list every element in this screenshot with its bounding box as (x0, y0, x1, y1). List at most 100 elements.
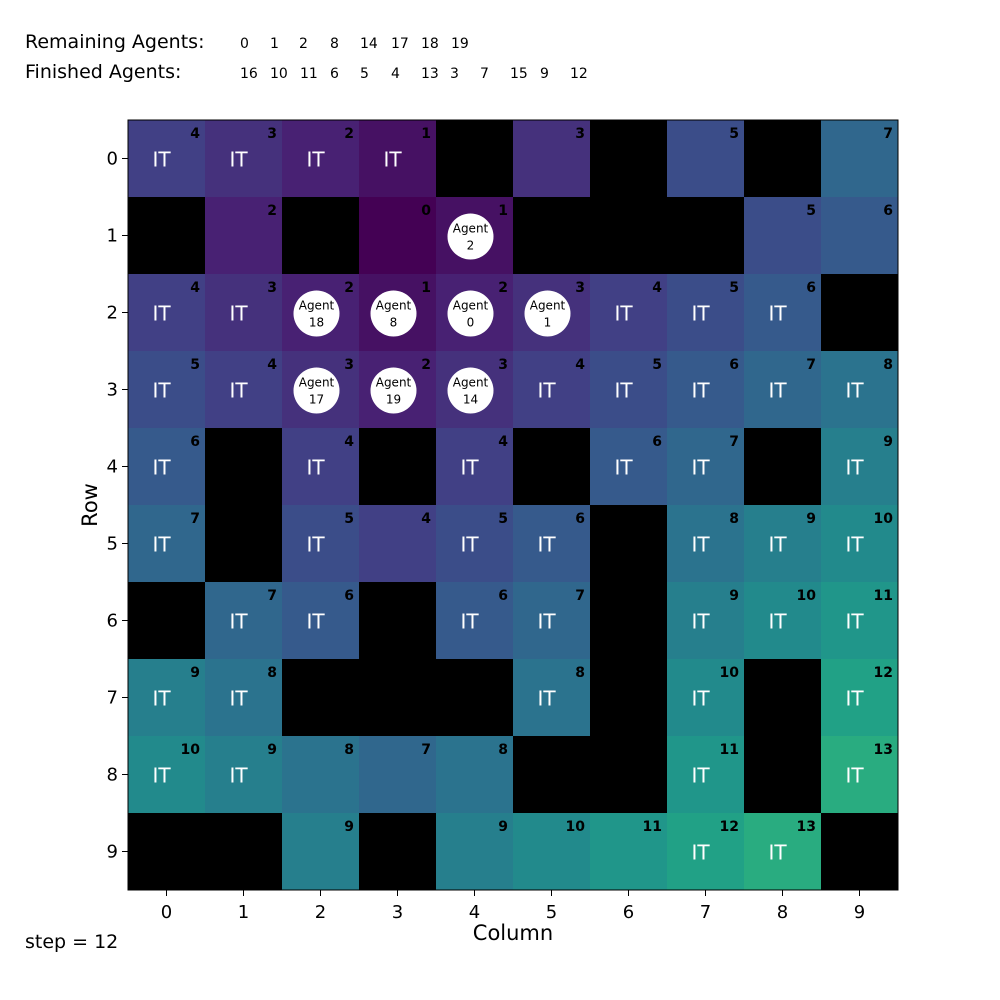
agent-circle (293, 367, 340, 414)
it-marker: IT (614, 379, 633, 403)
grid-cell (205, 197, 282, 274)
cell-distance-label: 6 (498, 588, 508, 604)
agent-label: Agent (299, 299, 335, 313)
grid-cell (667, 120, 744, 197)
it-marker: IT (229, 687, 248, 711)
it-marker: IT (306, 456, 325, 480)
cell-distance-label: 6 (883, 203, 893, 219)
grid-cell (205, 582, 282, 659)
grid-cell (436, 736, 513, 813)
grid-cell (744, 351, 821, 428)
grid-cell (128, 736, 205, 813)
it-marker: IT (691, 302, 710, 326)
obstacle-cell (359, 428, 436, 505)
x-tick-label: 7 (700, 902, 711, 923)
remaining-agent-id: 18 (421, 36, 439, 52)
cell-distance-label: 9 (267, 742, 277, 758)
grid-cell (667, 428, 744, 505)
x-tick-label: 3 (392, 902, 403, 923)
agent-id: 0 (467, 316, 475, 330)
cell-distance-label: 4 (575, 357, 585, 373)
cell-distance-label: 11 (643, 819, 662, 835)
grid-cell (282, 505, 359, 582)
agent-circle (447, 367, 494, 414)
it-marker: IT (845, 687, 864, 711)
finished-agent-id: 4 (391, 66, 400, 82)
x-tick-label: 8 (777, 902, 788, 923)
it-marker: IT (768, 379, 787, 403)
cell-distance-label: 2 (267, 203, 277, 219)
obstacle-cell (667, 197, 744, 274)
obstacle-cell (744, 120, 821, 197)
agent-id: 2 (467, 239, 475, 253)
cell-distance-label: 8 (575, 665, 585, 681)
it-marker: IT (152, 764, 171, 788)
grid-cell (821, 505, 898, 582)
plot-frame (127, 119, 899, 891)
remaining-agent-id: 0 (240, 36, 249, 52)
it-marker: IT (152, 379, 171, 403)
it-marker: IT (768, 841, 787, 865)
y-tick-label: 4 (107, 457, 118, 478)
obstacle-cell (436, 120, 513, 197)
finished-agent-id: 15 (510, 66, 528, 82)
grid-cell (667, 736, 744, 813)
cell-distance-label: 3 (344, 357, 354, 373)
y-tick-label: 7 (107, 688, 118, 709)
it-marker: IT (768, 302, 787, 326)
cell-distance-label: 7 (190, 511, 200, 527)
obstacle-cell (205, 428, 282, 505)
cell-distance-label: 9 (883, 434, 893, 450)
agent-circle (524, 290, 571, 337)
it-marker: IT (152, 456, 171, 480)
agent-marker: Agent 2 (447, 213, 494, 260)
y-tick-label: 0 (107, 149, 118, 170)
agent-marker: Agent 17 (293, 367, 340, 414)
it-marker: IT (614, 456, 633, 480)
x-tick-label: 2 (315, 902, 326, 923)
cell-distance-label: 2 (344, 280, 354, 296)
it-marker: IT (383, 148, 402, 172)
it-marker: IT (691, 764, 710, 788)
cell-distance-label: 4 (421, 511, 431, 527)
grid-cell (513, 582, 590, 659)
cell-distance-label: 9 (344, 819, 354, 835)
it-marker: IT (537, 533, 556, 557)
it-marker: IT (152, 533, 171, 557)
cell-distance-label: 4 (267, 357, 277, 373)
it-marker: IT (691, 533, 710, 557)
cell-distance-label: 4 (190, 280, 200, 296)
grid-cell (590, 351, 667, 428)
cell-distance-label: 10 (797, 588, 817, 604)
it-marker: IT (152, 148, 171, 172)
grid-cell (205, 120, 282, 197)
cell-distance-label: 10 (181, 742, 201, 758)
obstacle-cell (359, 659, 436, 736)
y-tick-label: 2 (107, 303, 118, 324)
grid-cell (513, 120, 590, 197)
cell-distance-label: 5 (344, 511, 354, 527)
grid-cell (436, 813, 513, 890)
cell-distance-label: 12 (874, 665, 893, 681)
grid-cell (590, 428, 667, 505)
agent-label: Agent (299, 376, 335, 390)
it-marker: IT (229, 148, 248, 172)
cell-distance-label: 3 (267, 126, 277, 142)
finished-agent-id: 5 (360, 66, 369, 82)
obstacle-cell (128, 197, 205, 274)
it-marker: IT (691, 610, 710, 634)
grid-cell (359, 197, 436, 274)
finished-agent-id: 6 (330, 66, 339, 82)
agent-marker: Agent 18 (293, 290, 340, 337)
x-tick-label: 1 (238, 902, 249, 923)
grid-cell (744, 274, 821, 351)
grid-cell (513, 659, 590, 736)
finished-agent-id: 7 (480, 66, 489, 82)
grid-cell (667, 582, 744, 659)
obstacle-cell (436, 659, 513, 736)
grid-cell (667, 659, 744, 736)
agent-label: Agent (376, 376, 412, 390)
obstacle-cell (513, 736, 590, 813)
agent-label: Agent (530, 299, 566, 313)
remaining-agent-id: 19 (451, 36, 469, 52)
